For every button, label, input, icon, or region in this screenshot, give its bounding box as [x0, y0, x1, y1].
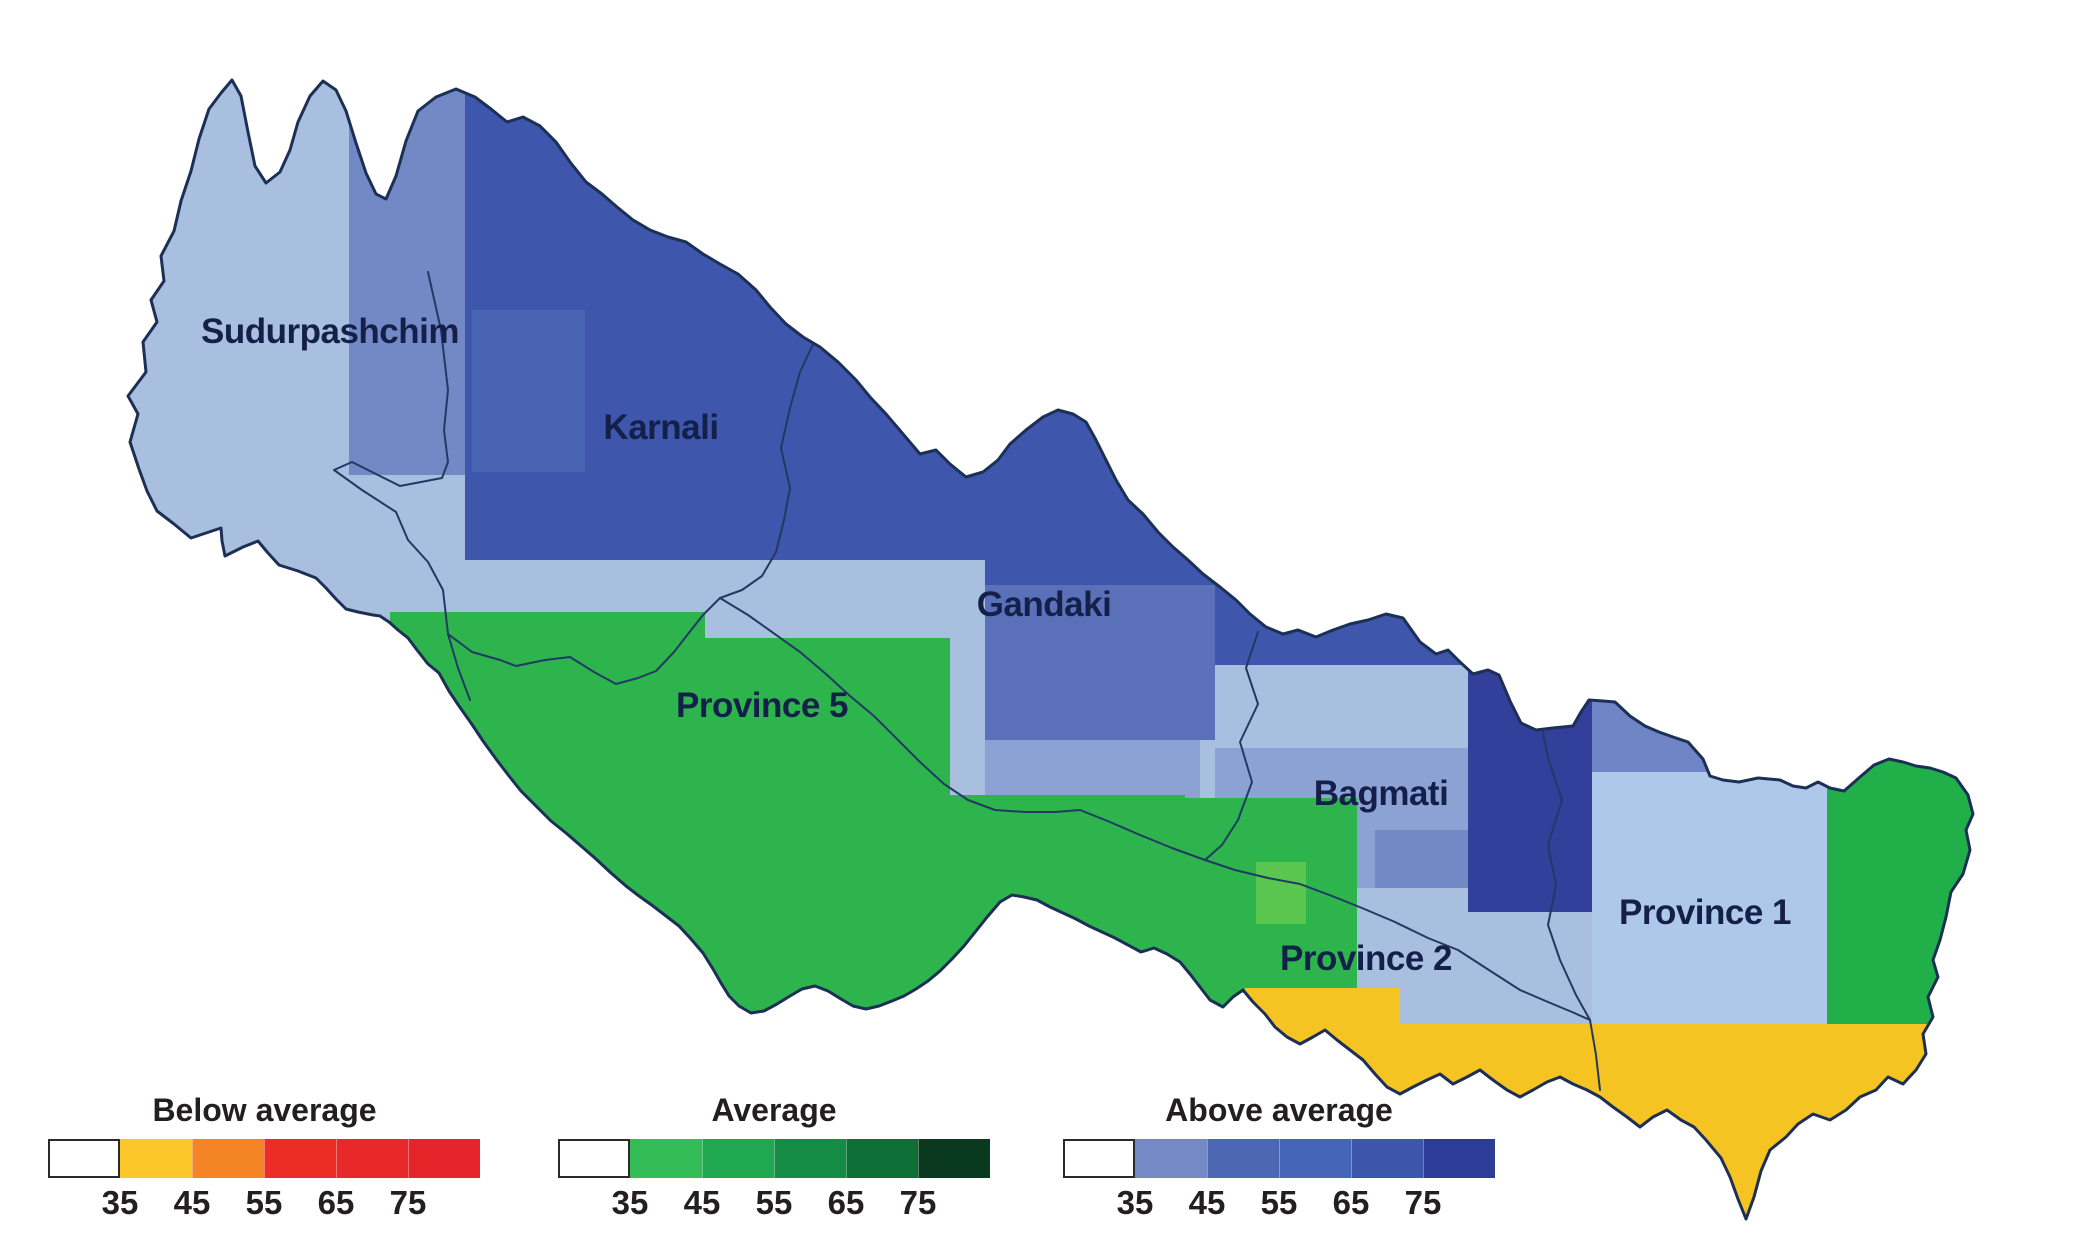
legend-swatch — [1063, 1139, 1135, 1178]
legend-swatch — [918, 1139, 990, 1178]
threshold-value: 45 — [1188, 1184, 1226, 1221]
legend-above-average: Above average 35 45 55 65 75 — [1063, 1092, 1495, 1222]
region-label-province2: Province 2 — [1279, 939, 1453, 978]
legend-above-thresholds: 35 45 55 65 75 — [1063, 1184, 1495, 1222]
nepal-outline — [126, 78, 1975, 1221]
threshold-value: 35 — [101, 1184, 139, 1221]
patch-east-green-band — [1827, 695, 1973, 1038]
region-label-province1: Province 1 — [1618, 893, 1792, 932]
legend-above-bar — [1063, 1139, 1495, 1178]
legend-swatch — [702, 1139, 774, 1178]
legend-swatch — [264, 1139, 336, 1178]
province-borders — [333, 271, 1601, 1091]
threshold-value: 65 — [827, 1184, 865, 1221]
patch-gandaki-medium — [985, 585, 1215, 740]
legend-above-title: Above average — [1165, 1092, 1393, 1128]
border-gandaki-bagmati — [1204, 631, 1259, 861]
threshold-value: 65 — [1332, 1184, 1370, 1221]
threshold-value: 55 — [755, 1184, 793, 1221]
threshold-value: 45 — [173, 1184, 211, 1221]
patch-gandaki-north-dark — [985, 240, 1215, 585]
legend-average-thresholds: 35 45 55 65 75 — [558, 1184, 990, 1222]
threshold-value: 65 — [317, 1184, 355, 1221]
legend-below-thresholds: 35 45 55 65 75 — [48, 1184, 481, 1222]
legend-swatch — [1423, 1139, 1495, 1178]
region-label-province5: Province 5 — [675, 686, 849, 725]
legend-swatch — [48, 1139, 120, 1178]
legend-below-title: Below average — [152, 1092, 377, 1128]
threshold-value: 45 — [683, 1184, 721, 1221]
patch-bagmati-medium-cell — [1375, 830, 1468, 888]
patch-bagmati-navy — [1468, 665, 1592, 912]
region-label-gandaki: Gandaki — [976, 585, 1112, 624]
legend-swatch — [1207, 1139, 1279, 1178]
patch-east-gandaki-dark — [1215, 450, 1592, 665]
legend-swatch — [408, 1139, 480, 1178]
legend-swatch — [558, 1139, 630, 1178]
threshold-value: 55 — [1260, 1184, 1298, 1221]
threshold-value: 55 — [245, 1184, 283, 1221]
region-label-bagmati: Bagmati — [1313, 774, 1449, 813]
legend-below-average: Below average 35 45 55 65 75 — [48, 1092, 481, 1222]
legend-average: Average 35 45 55 65 75 — [558, 1092, 990, 1222]
border-gandaki-province5 — [719, 597, 1081, 813]
threshold-value: 35 — [611, 1184, 649, 1221]
legend-swatch — [774, 1139, 846, 1178]
patch-bright-green-cell — [1256, 862, 1306, 924]
border-karnali-province5 — [447, 597, 721, 685]
threshold-value: 75 — [899, 1184, 937, 1221]
legend-swatch — [1351, 1139, 1423, 1178]
legend-below-bar — [48, 1139, 481, 1178]
threshold-value: 75 — [389, 1184, 427, 1221]
patch-karnali-cell — [472, 310, 585, 472]
region-label-sudurpashchim: Sudurpashchim — [201, 312, 459, 351]
patch-province1-light — [1592, 772, 1827, 1028]
border-bagmati-province1 — [1539, 677, 1601, 1091]
patch-gandaki-south-cell — [985, 740, 1200, 800]
legend-swatch — [336, 1139, 408, 1178]
legend-swatch — [630, 1139, 702, 1178]
legend-average-title: Average — [711, 1092, 837, 1128]
threshold-value: 75 — [1404, 1184, 1442, 1221]
border-sudurpashchim-karnali — [333, 271, 471, 701]
patch-province5-green-east — [950, 795, 1185, 1015]
threshold-value: 35 — [1116, 1184, 1154, 1221]
legend-average-bar — [558, 1139, 990, 1178]
region-label-karnali: Karnali — [603, 408, 719, 447]
legend-swatch — [192, 1139, 264, 1178]
border-bagmati-province2 — [1079, 809, 1591, 1021]
patch-province5-green-mid — [705, 638, 950, 1013]
legend-swatch — [120, 1139, 192, 1178]
legend-swatch — [846, 1139, 918, 1178]
legend-swatch — [1135, 1139, 1207, 1178]
border-karnali-gandaki — [719, 337, 817, 599]
legend-swatch — [1279, 1139, 1351, 1178]
